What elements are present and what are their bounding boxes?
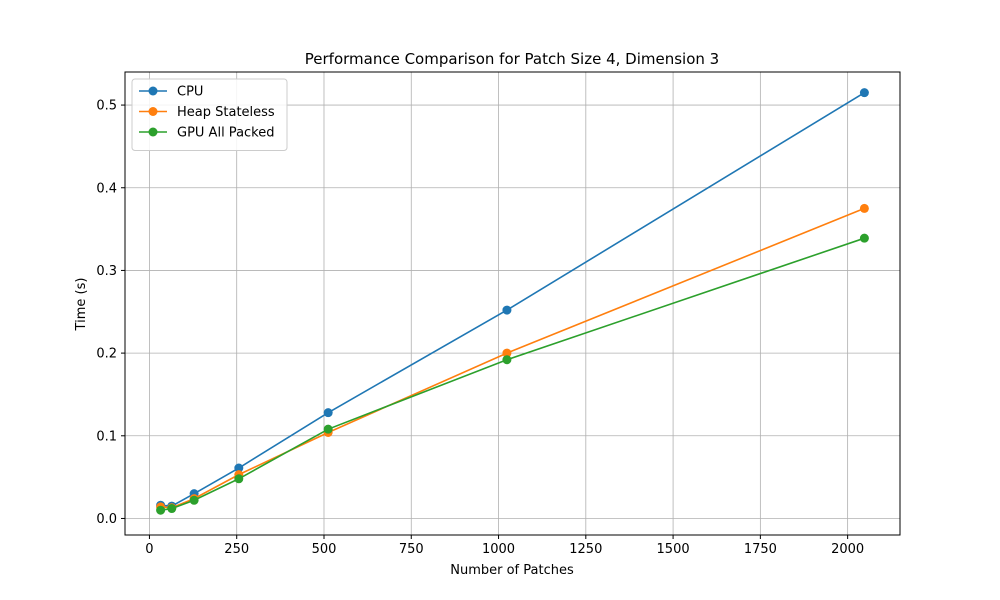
- y-axis-label: Time (s): [74, 278, 89, 332]
- y-tick-label: 0.0: [96, 512, 117, 527]
- legend-marker-heap-stateless: [148, 107, 158, 116]
- y-axis-ticks: 0.0 0.1 0.2 0.3 0.4 0.5: [96, 99, 125, 527]
- x-axis-label: Number of Patches: [450, 563, 574, 578]
- data-point-gpu-all-packed: [859, 233, 869, 243]
- data-point-gpu-all-packed: [323, 424, 333, 434]
- data-point-gpu-all-packed: [167, 504, 177, 514]
- data-point-heap-stateless: [502, 348, 512, 358]
- x-tick-label: 1750: [744, 542, 777, 557]
- x-tick-label: 250: [224, 542, 249, 557]
- data-point-cpu: [859, 88, 869, 98]
- chart-title: Performance Comparison for Patch Size 4,…: [305, 50, 719, 68]
- x-tick-label: 500: [312, 542, 337, 557]
- y-tick-label: 0.4: [96, 181, 117, 196]
- data-point-cpu: [234, 463, 244, 473]
- x-axis-ticks: 0 250 500 750 1000 1250 1500 1750 2000: [145, 535, 864, 557]
- legend-marker-gpu-all-packed: [148, 127, 158, 137]
- y-tick-label: 0.3: [96, 264, 117, 279]
- x-tick-label: 2000: [831, 542, 864, 557]
- legend-label-gpu-all-packed: GPU All Packed: [177, 126, 275, 141]
- x-tick-label: 1000: [482, 542, 515, 557]
- y-tick-label: 0.5: [96, 99, 117, 114]
- legend-label-cpu: CPU: [177, 85, 203, 100]
- data-point-cpu: [323, 408, 333, 418]
- series-line-gpu-all-packed: [160, 237, 865, 511]
- data-point-gpu-all-packed: [502, 355, 512, 365]
- plot-frame: [124, 71, 901, 536]
- data-point-gpu-all-packed: [189, 495, 199, 505]
- data-point-heap-stateless: [859, 203, 869, 213]
- x-tick-label: 1500: [657, 542, 690, 557]
- data-point-gpu-all-packed: [234, 474, 244, 484]
- legend-label-heap-stateless: Heap Stateless: [177, 105, 275, 120]
- x-tick-label: 1250: [569, 542, 602, 557]
- series-line-cpu: [160, 91, 865, 507]
- legend-box: [131, 78, 288, 151]
- y-tick-label: 0.2: [96, 347, 117, 362]
- series-layer: [156, 88, 869, 515]
- y-tick-label: 0.1: [96, 429, 117, 444]
- legend: CPU Heap Stateless GPU All Packed: [131, 78, 288, 151]
- data-point-gpu-all-packed: [156, 505, 166, 515]
- data-point-cpu: [502, 305, 512, 315]
- x-tick-label: 750: [399, 542, 424, 557]
- x-tick-label: 0: [145, 542, 153, 557]
- legend-marker-cpu: [148, 86, 158, 96]
